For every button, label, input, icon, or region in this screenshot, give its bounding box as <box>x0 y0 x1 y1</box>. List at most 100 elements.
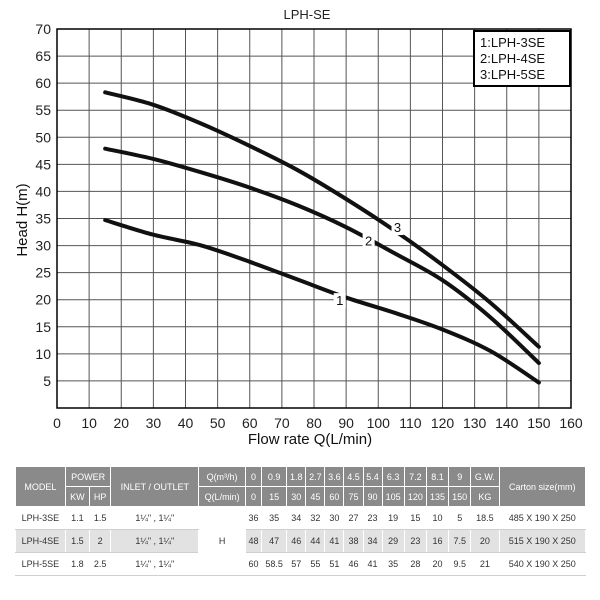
x-tick-label: 120 <box>431 415 455 431</box>
head-cell: 28 <box>403 552 427 576</box>
model-header: MODEL <box>15 466 66 507</box>
head-cell: 58.5 <box>260 552 288 576</box>
x-tick-label: 10 <box>81 415 97 431</box>
carton-cell: 515 X 190 X 250 <box>498 529 587 553</box>
head-cell: 15 <box>403 506 427 530</box>
head-cell: 19 <box>381 506 405 530</box>
head-cell: 51 <box>324 552 345 576</box>
q-m3h-cell: 8.1 <box>425 466 450 487</box>
q-m3h-cell: 0.9 <box>260 466 288 487</box>
y-tick-label: 70 <box>35 21 51 37</box>
x-axis-title: Flow rate Q(L/min) <box>248 431 372 448</box>
q-m3h-cell: 5.4 <box>362 466 383 487</box>
head-cell: 20 <box>425 552 450 576</box>
head-cell: 48 <box>244 529 262 553</box>
table-header-row-2: KW HP Q(L/min) 0 15 30 45 60 75 90 105 1… <box>16 486 586 507</box>
y-tick-label: 65 <box>35 48 51 64</box>
table-row: LPH-3SE 1.1 1.5 1¼" , 1¼" H 36 35 34 32 … <box>15 506 587 576</box>
head-cell: 29 <box>381 529 405 553</box>
x-tick-label: 140 <box>495 415 519 431</box>
head-cell: 16 <box>425 529 450 553</box>
q-lmin-header: Q(L/min) <box>198 486 246 507</box>
head-cell: 23 <box>362 506 383 530</box>
y-tick-label: 55 <box>35 102 51 118</box>
legend-item-3: 3:LPH-5SE <box>480 67 545 82</box>
head-cell: 5 <box>448 506 472 530</box>
legend-item-2: 2:LPH-4SE <box>480 51 545 66</box>
series-curve-2 <box>103 146 541 366</box>
q-lmin-cell: 30 <box>286 486 307 507</box>
legend-item-1: 1:LPH-3SE <box>480 35 545 50</box>
curve-labels: 1 2 3 <box>333 220 404 309</box>
y-tick-label: 50 <box>35 129 51 145</box>
x-tick-label: 130 <box>463 415 487 431</box>
gw-cell: 21 <box>470 552 500 576</box>
head-cell: 30 <box>324 506 345 530</box>
x-tick-label: 70 <box>274 415 290 431</box>
x-tick-label: 0 <box>53 415 61 431</box>
head-cell: 55 <box>305 552 326 576</box>
head-cell: 41 <box>362 552 383 576</box>
series-curve-1 <box>103 218 541 385</box>
hp-cell: 2 <box>88 529 112 553</box>
q-m3h-cell: 0 <box>244 466 262 487</box>
q-lmin-cell: 75 <box>343 486 364 507</box>
head-cell: 7.5 <box>448 529 472 553</box>
head-cell: 60 <box>244 552 262 576</box>
x-tick-label: 60 <box>242 415 258 431</box>
hp-cell: 2.5 <box>88 552 112 576</box>
y-tick-label: 60 <box>35 75 51 91</box>
q-lmin-cell: 60 <box>324 486 345 507</box>
q-lmin-cell: 105 <box>381 486 405 507</box>
q-lmin-cell: 150 <box>448 486 472 507</box>
gw-cell: 20 <box>470 529 500 553</box>
carton-cell: 540 X 190 X 250 <box>498 552 587 576</box>
model-cell: LPH-3SE <box>15 506 66 530</box>
inlet-outlet-header: INLET / OUTLET <box>110 466 200 507</box>
y-tick-label: 10 <box>35 346 51 362</box>
series-curve-3 <box>103 90 541 349</box>
y-tick-label: 25 <box>35 265 51 281</box>
q-lmin-cell: 120 <box>403 486 427 507</box>
q-m3h-cell: 4.5 <box>343 466 364 487</box>
inlet-cell: 1¼" , 1¼" <box>110 552 200 576</box>
power-header: POWER <box>64 466 112 487</box>
table-row: LPH-4SE 1.5 2 1¼" , 1¼" 48 47 46 44 41 3… <box>15 529 587 553</box>
q-m3h-cell: 3.6 <box>324 466 345 487</box>
hp-cell: 1.5 <box>88 506 112 530</box>
x-tick-label: 80 <box>306 415 322 431</box>
curve-label-bg <box>391 220 404 236</box>
curve-label-3: 3 <box>394 220 401 235</box>
carton-cell: 485 X 190 X 250 <box>498 506 587 530</box>
q-lmin-cell: 45 <box>305 486 326 507</box>
model-cell: LPH-5SE <box>15 552 66 576</box>
head-label-cell: H <box>198 506 246 576</box>
hp-header: HP <box>88 486 112 507</box>
head-cell: 35 <box>260 506 288 530</box>
x-axis-ticks: 0 10 20 30 40 50 60 70 80 90 100 110 120 130 140 150 160 <box>53 415 583 431</box>
head-cell: 47 <box>260 529 288 553</box>
q-lmin-cell: 90 <box>362 486 383 507</box>
x-tick-label: 110 <box>399 415 422 431</box>
inlet-cell: 1¼" , 1¼" <box>110 529 200 553</box>
gw-cell: 18.5 <box>470 506 500 530</box>
y-axis-title: Head H(m) <box>14 183 31 256</box>
q-lmin-cell: 0 <box>244 486 262 507</box>
head-cell: 9.5 <box>448 552 472 576</box>
x-tick-label: 160 <box>559 415 583 431</box>
q-lmin-cell: 15 <box>260 486 288 507</box>
head-cell: 27 <box>343 506 364 530</box>
head-cell: 57 <box>286 552 307 576</box>
curve-label-1: 1 <box>336 293 343 308</box>
kw-cell: 1.1 <box>64 506 90 530</box>
head-cell: 23 <box>403 529 427 553</box>
head-cell: 34 <box>286 506 307 530</box>
head-cell: 35 <box>381 552 405 576</box>
chart-curves <box>103 90 541 385</box>
q-m3h-cell: 2.7 <box>305 466 326 487</box>
curve-label-bg <box>333 293 346 309</box>
head-cell: 36 <box>244 506 262 530</box>
head-cell: 46 <box>343 552 364 576</box>
chart-title: LPH-SE <box>284 7 331 22</box>
table-header-row-1: MODEL POWER INLET / OUTLET Q(m³/h) 0 0.9… <box>15 466 587 507</box>
